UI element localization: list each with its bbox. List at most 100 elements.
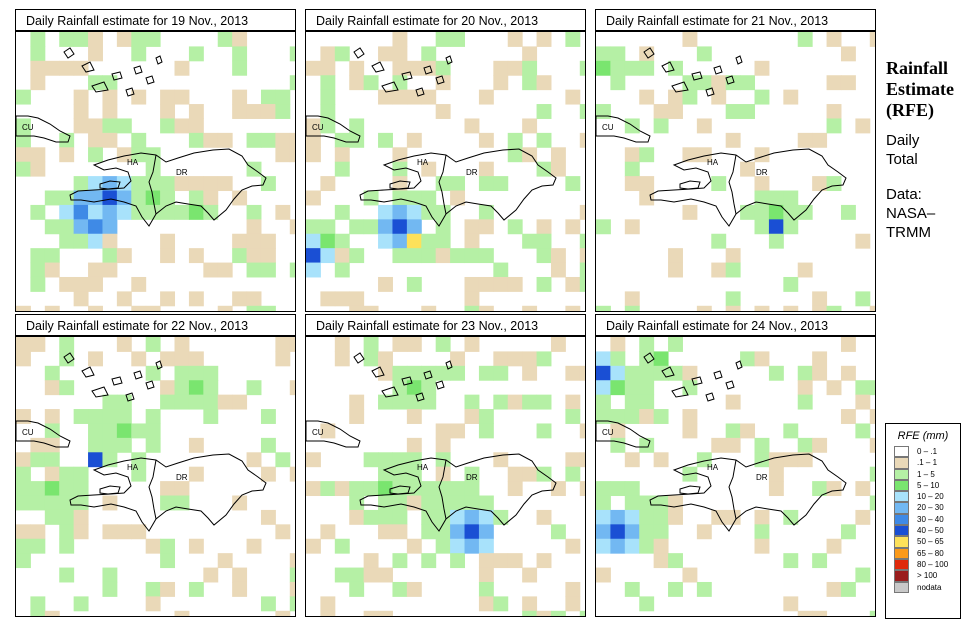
rainfall-cell <box>217 553 233 569</box>
rainfall-cell <box>334 204 350 220</box>
rainfall-cell <box>392 581 408 597</box>
rainfall-cell <box>812 365 828 381</box>
rainfall-cell <box>188 466 204 482</box>
rainfall-cell <box>740 423 756 439</box>
rainfall-cell <box>550 610 566 616</box>
rainfall-cell <box>406 581 422 597</box>
rainfall-cell <box>464 337 480 352</box>
rainfall-cell <box>579 262 585 278</box>
rainfall-cell <box>260 305 276 311</box>
country-label: CU <box>602 428 614 437</box>
island-coastline <box>381 81 399 93</box>
country-label: CU <box>22 428 34 437</box>
rainfall-cell <box>102 248 118 264</box>
rainfall-cell <box>610 46 626 62</box>
rainfall-cell <box>464 495 480 511</box>
rainfall-cell <box>406 204 422 220</box>
rainfall-cell <box>363 567 379 583</box>
rainfall-cell <box>59 233 75 249</box>
rainfall-cell <box>406 495 422 511</box>
rainfall-cell <box>624 409 640 424</box>
island-coastline <box>735 55 743 65</box>
rainfall-cell <box>289 466 295 482</box>
island-coastline <box>725 380 735 390</box>
rainfall-cell <box>783 305 799 311</box>
rainfall-cell <box>783 596 799 612</box>
rainfall-cell <box>349 248 365 264</box>
rainfall-cell <box>596 538 611 554</box>
legend-swatch <box>894 457 909 469</box>
rainfall-cell <box>363 305 379 311</box>
rainfall-cell <box>131 276 147 292</box>
rainfall-cell <box>639 89 655 105</box>
legend-swatch <box>894 547 909 559</box>
rainfall-cell <box>392 337 408 352</box>
island-coastline <box>111 376 123 386</box>
rainfall-cell <box>536 509 552 525</box>
rainfall-cell <box>855 380 871 396</box>
rainfall-cell <box>725 509 741 525</box>
haiti-dr-border <box>148 459 157 520</box>
rainfall-cell <box>783 423 799 439</box>
rainfall-cell <box>88 132 103 148</box>
rainfall-cell <box>869 32 875 47</box>
rainfall-cell <box>306 248 321 264</box>
rainfall-cell <box>639 495 655 511</box>
rainfall-cell <box>421 204 437 220</box>
legend-swatch <box>894 581 909 593</box>
rainfall-cell <box>450 423 466 439</box>
island-coastline <box>691 71 703 81</box>
rainfall-cell <box>596 481 611 497</box>
rainfall-cell <box>59 524 75 540</box>
rainfall-cell <box>435 509 451 525</box>
hispaniola-coastline <box>359 453 557 532</box>
rainfall-cell <box>378 524 393 540</box>
rainfall-cell <box>349 291 365 307</box>
island-coastline <box>643 47 655 59</box>
rainfall-cell <box>653 365 669 381</box>
legend-item: 10 – 20 <box>886 491 960 503</box>
rainfall-cell <box>624 219 640 235</box>
island-coastline <box>401 376 413 386</box>
rainfall-cell <box>536 233 552 249</box>
rainfall-cell <box>478 538 494 554</box>
rainfall-cell <box>435 32 451 47</box>
rainfall-cell <box>275 147 291 163</box>
rainfall-cell <box>754 538 770 554</box>
rainfall-cell <box>653 538 669 554</box>
rainfall-cell <box>421 495 437 511</box>
rainfall-cell <box>478 553 494 569</box>
rainfall-cell <box>392 509 408 525</box>
rainfall-cell <box>840 409 856 424</box>
rainfall-cell <box>188 204 204 220</box>
rainfall-cell <box>160 176 176 192</box>
rainfall-cell <box>30 610 46 616</box>
rainfall-cell <box>131 147 147 163</box>
rainfall-cell <box>73 524 89 540</box>
rainfall-cell <box>275 337 291 352</box>
rainfall-cell <box>102 495 118 511</box>
rainfall-cell <box>246 262 262 278</box>
rainfall-cell <box>116 204 132 220</box>
rainfall-cell <box>493 509 509 525</box>
rainfall-cell <box>30 204 46 220</box>
rainfall-cell <box>855 481 871 497</box>
rainfall-cell <box>596 104 611 119</box>
rainfall-cell <box>624 394 640 410</box>
rainfall-cell <box>160 351 176 367</box>
rainfall-cell <box>102 176 118 192</box>
rainfall-cell <box>116 423 132 439</box>
rainfall-cell <box>145 581 161 597</box>
rainfall-cell <box>16 452 31 468</box>
rainfall-cell <box>160 394 176 410</box>
rainfall-cell <box>696 524 712 540</box>
rainfall-cell <box>16 409 31 424</box>
data-source-label: Data: <box>886 186 922 203</box>
rainfall-cell <box>30 60 46 76</box>
rainfall-cell <box>478 305 494 311</box>
rainfall-cell <box>306 262 321 278</box>
rainfall-cell <box>812 437 828 453</box>
rainfall-cell <box>378 495 393 511</box>
rainfall-cell <box>349 581 365 597</box>
